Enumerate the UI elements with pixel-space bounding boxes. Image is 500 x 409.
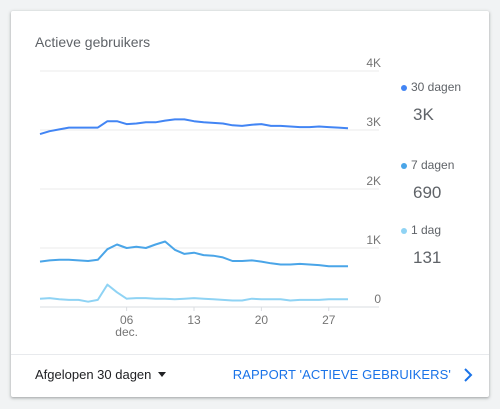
active-users-report-link[interactable]: RAPPORT 'ACTIEVE GEBRUIKERS' (233, 367, 473, 382)
legend-dot-icon (401, 163, 407, 169)
y-tick-label: 0 (374, 292, 381, 306)
chevron-right-icon (464, 367, 473, 382)
legend-item-1-dag: 1 dag 131 (401, 223, 481, 268)
series-line-7-dagen (39, 240, 348, 268)
chart-series (39, 118, 349, 303)
y-axis-ticks: 4K 3K 2K 1K 0 (366, 56, 381, 306)
caret-down-icon (158, 372, 167, 377)
legend-label: 7 dagen (411, 158, 455, 172)
card-footer: Afgelopen 30 dagen RAPPORT 'ACTIEVE GEBR… (11, 354, 489, 397)
chart-gridlines (40, 70, 379, 308)
x-tick-label: 13 (187, 313, 201, 327)
series-line-1-dag (39, 283, 348, 303)
y-tick-label: 3K (366, 115, 381, 129)
legend-label: 1 dag (411, 223, 442, 237)
report-link-label: RAPPORT 'ACTIEVE GEBRUIKERS' (232, 367, 451, 382)
x-tick-label: 06 (120, 313, 134, 327)
date-range-dropdown[interactable]: Afgelopen 30 dagen (35, 367, 167, 382)
y-tick-label: 2K (366, 174, 381, 188)
legend-dot-icon (401, 228, 407, 234)
legend-value: 131 (413, 248, 442, 267)
legend-item-30-dagen: 30 dagen 3K (401, 80, 481, 125)
card-title: Actieve gebruikers (35, 34, 151, 50)
date-range-label: Afgelopen 30 dagen (35, 367, 152, 382)
x-tick-label: 20 (255, 313, 269, 327)
y-tick-label: 1K (366, 233, 381, 247)
legend-value: 690 (413, 183, 442, 202)
legend-label: 30 dagen (411, 80, 462, 94)
series-line-30-dagen (39, 118, 349, 136)
x-tick-sublabel: dec. (115, 325, 138, 339)
x-tick-label: 27 (322, 313, 336, 327)
y-tick-label: 4K (366, 56, 381, 70)
active-users-card: Actieve gebruikers 4K 3K 2K 1K 0 06 dec. 13 20 2… (11, 11, 489, 397)
legend-dot-icon (401, 85, 407, 91)
legend-value: 3K (413, 105, 434, 124)
legend-item-7-dagen: 7 dagen 690 (401, 158, 481, 203)
